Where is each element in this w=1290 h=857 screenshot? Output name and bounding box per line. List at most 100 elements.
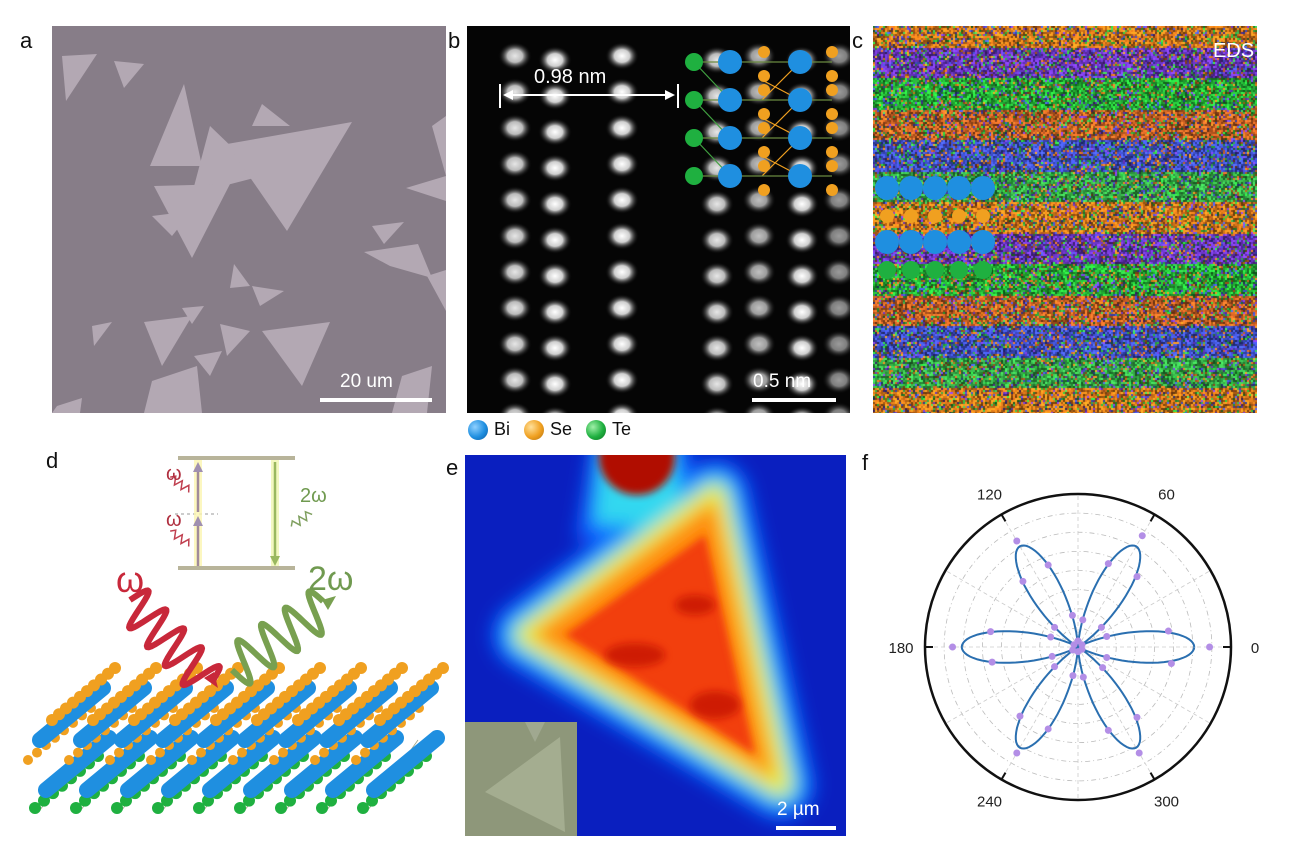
data-point	[1103, 653, 1111, 661]
bi-atom	[788, 88, 812, 112]
atom	[316, 802, 328, 814]
bi-rod	[161, 730, 240, 798]
tick-mark	[1149, 772, 1156, 781]
bi-rod	[278, 680, 357, 748]
grid-circle	[1058, 627, 1098, 667]
scale-bar	[752, 398, 836, 402]
atom	[152, 802, 164, 814]
te-atom	[685, 129, 703, 147]
atom	[314, 662, 326, 674]
atom	[150, 662, 162, 674]
atom-column	[605, 294, 639, 322]
atom	[971, 176, 995, 200]
polar-plot: 0 60 120 180 240 300	[888, 487, 1259, 811]
tick-label: 60	[1158, 487, 1175, 504]
atom-column	[538, 118, 572, 146]
shg-intensity-map	[492, 455, 815, 820]
atom-column	[538, 262, 572, 290]
atom-column	[538, 370, 572, 398]
legend-item-bi: Bi	[468, 419, 510, 440]
distance-annotation	[499, 84, 679, 108]
element-legend: Bi Se Te	[468, 419, 631, 440]
atom-column	[742, 366, 776, 394]
atom	[73, 747, 83, 758]
tick-mark	[1000, 513, 1007, 522]
atom-column	[538, 226, 572, 254]
tick-mark	[1000, 772, 1007, 781]
atom	[146, 755, 156, 765]
atom-column	[498, 330, 532, 358]
atom	[947, 176, 971, 200]
te-atom-icon	[586, 419, 607, 440]
crystal-lattice	[23, 662, 449, 814]
se-atom	[758, 160, 770, 172]
atom	[899, 230, 923, 254]
atom	[952, 209, 966, 223]
se-atom	[758, 122, 770, 134]
two-omega-label: 2ω	[300, 485, 327, 507]
tick-label: 120	[977, 487, 1002, 504]
tick-mark	[1149, 513, 1156, 522]
atom	[926, 261, 944, 279]
legend-label: Se	[550, 419, 573, 439]
atom	[109, 662, 121, 674]
atom-column	[702, 406, 732, 413]
panel-label-b: b	[448, 28, 461, 53]
bi-atom	[718, 126, 742, 150]
omega-label: ω	[166, 463, 182, 485]
atom-column	[742, 330, 776, 358]
stem-image-panel: 0.98 nm 0.5 nm	[467, 26, 850, 413]
grid-spoke	[1001, 646, 1079, 780]
data-point	[949, 643, 957, 651]
atom-column	[498, 366, 532, 394]
atom	[196, 747, 206, 758]
data-point	[1138, 532, 1146, 540]
se-atom	[826, 122, 838, 134]
se-atom	[758, 108, 770, 120]
scale-bar-label: 0.5 nm	[753, 371, 812, 392]
atom	[310, 755, 320, 765]
atom	[923, 176, 947, 200]
atom	[237, 747, 247, 758]
atom	[32, 747, 42, 758]
grid-spoke	[945, 570, 1079, 648]
atom-column	[498, 294, 532, 322]
se-atom	[826, 70, 838, 82]
scale-bar	[320, 398, 432, 402]
se-atom	[826, 84, 838, 96]
shg-wave	[229, 588, 326, 687]
photon-wave-icon	[170, 475, 190, 493]
data-point	[1069, 672, 1077, 680]
legend-item-te: Te	[586, 419, 631, 440]
atom-column	[700, 190, 734, 218]
atom	[114, 747, 124, 758]
distance-label: 0.98 nm	[534, 66, 607, 88]
atom-column	[742, 294, 776, 322]
tick-label: 240	[977, 793, 1002, 810]
bi-rod	[284, 730, 363, 798]
optical-image-panel: 20 um	[52, 26, 446, 413]
atom-column	[498, 78, 532, 106]
atom	[976, 209, 990, 223]
atom	[278, 747, 288, 758]
panel-label-f: f	[862, 450, 869, 475]
data-point	[1097, 623, 1105, 631]
atom	[64, 755, 74, 765]
atom-column	[785, 334, 819, 362]
atom	[319, 747, 329, 758]
atom-column	[785, 226, 819, 254]
data-point	[1013, 537, 1021, 545]
optical-inset	[465, 722, 577, 836]
bi-atom	[718, 50, 742, 74]
data-point	[1019, 577, 1027, 585]
grid-spoke	[1001, 514, 1079, 648]
shg-schematic: ω ω 2ω ω 2ω	[23, 456, 449, 814]
scale-bar-label: 2 µm	[777, 799, 820, 820]
se-atom	[758, 70, 770, 82]
bi-rod	[79, 730, 158, 798]
atom	[880, 209, 894, 223]
grid-spoke	[1077, 646, 1211, 724]
photon-wave-icon	[290, 510, 313, 527]
atom-column	[498, 402, 532, 413]
atom-column	[498, 42, 532, 70]
